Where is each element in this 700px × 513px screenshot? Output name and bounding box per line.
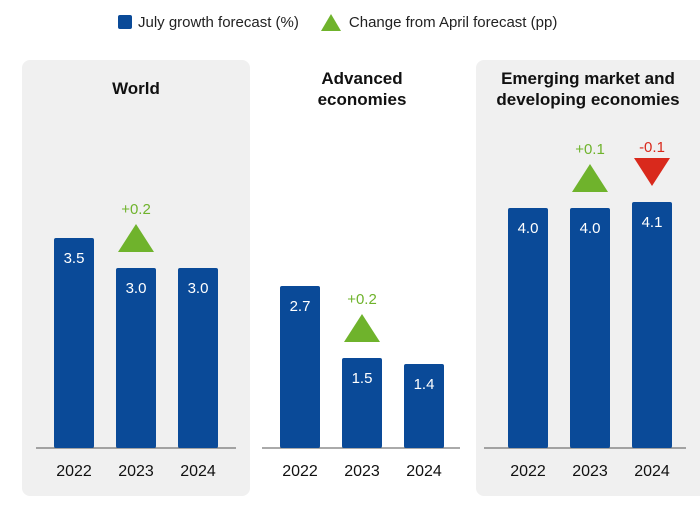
x-tick-label: 2022: [56, 463, 92, 480]
change-label: +0.2: [347, 291, 377, 308]
x-tick-label: 2024: [406, 463, 442, 480]
bar-2023: [342, 358, 382, 448]
bar-2023: [116, 268, 156, 448]
green-triangle-icon: [320, 13, 341, 31]
up-triangle-icon: [118, 224, 154, 252]
change-label: +0.1: [575, 141, 605, 158]
x-tick-label: 2023: [572, 463, 608, 480]
change-label: +0.2: [121, 201, 151, 218]
x-tick-label: 2024: [634, 463, 670, 480]
bar-2022: [54, 238, 94, 448]
chart-world: 3.5 2022 3.0 2023 +0.2 3.0 2024: [36, 201, 236, 480]
panel-title: Emerging market and developing economies: [496, 69, 680, 109]
value-label: 2.7: [290, 298, 311, 315]
chart-advanced: 2.7 2022 1.5 2023 +0.2 1.4 2024: [262, 286, 460, 480]
value-label: 1.4: [414, 376, 435, 393]
panel-world: World 3.5 2022 3.0 2023 +0.2 3.0 2024: [22, 60, 250, 496]
value-label: 4.0: [580, 220, 601, 237]
x-tick-label: 2022: [282, 463, 318, 480]
value-label: 3.5: [64, 250, 85, 267]
value-label: 3.0: [126, 280, 147, 297]
bar-2024: [404, 364, 444, 448]
panel-title: World: [112, 79, 160, 98]
value-label: 1.5: [352, 370, 373, 387]
bar-2022: [280, 286, 320, 448]
panel-advanced: Advanced economies 2.7 2022 1.5 2023 +0.2 1.4…: [258, 60, 466, 496]
bar-2024: [632, 202, 672, 448]
x-tick-label: 2024: [180, 463, 216, 480]
chart-emerging: 4.0 2022 4.0 2023 +0.1 4.1 2024 -0.1: [484, 139, 686, 480]
bar-2024: [178, 268, 218, 448]
x-tick-label: 2023: [344, 463, 380, 480]
up-triangle-icon: [572, 164, 608, 192]
value-label: 3.0: [188, 280, 209, 297]
x-tick-label: 2022: [510, 463, 546, 480]
x-tick-label: 2023: [118, 463, 154, 480]
legend-label: Change from April forecast (pp): [348, 13, 558, 31]
panel-emerging: Emerging market and developing economies…: [476, 60, 700, 496]
bar-2023: [570, 208, 610, 448]
legend-label: July growth forecast (%): [138, 13, 299, 31]
up-triangle-icon: [344, 314, 380, 342]
change-label: -0.1: [639, 139, 665, 156]
blue-square-icon: [118, 15, 132, 29]
legend: July growth forecast (%) Change from Apr…: [118, 10, 579, 34]
value-label: 4.0: [518, 220, 539, 237]
down-triangle-icon: [634, 158, 670, 186]
legend-item-change: Change from April forecast (pp): [320, 13, 558, 31]
panel-title: Advanced economies: [317, 69, 407, 109]
bar-2022: [508, 208, 548, 448]
legend-item-forecast: July growth forecast (%): [118, 14, 299, 31]
value-label: 4.1: [642, 214, 663, 231]
